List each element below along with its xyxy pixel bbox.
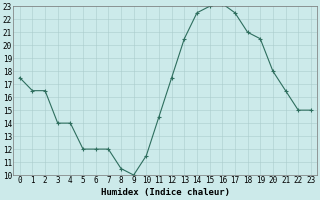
X-axis label: Humidex (Indice chaleur): Humidex (Indice chaleur): [101, 188, 230, 197]
